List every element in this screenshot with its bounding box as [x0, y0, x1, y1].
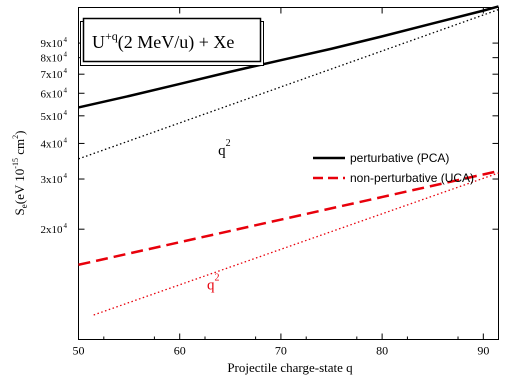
legend-label-pca: perturbative (PCA)	[350, 151, 449, 165]
y-tick-label: 3x10	[41, 174, 64, 186]
x-tick-label: 90	[477, 344, 489, 358]
series-line-0	[78, 5, 499, 109]
y-tick-label-exp: 4	[64, 109, 68, 117]
y-tick-label: 8x10	[41, 53, 64, 65]
y-tick-label-exp: 4	[64, 67, 68, 75]
y-tick-label: 4x10	[41, 138, 64, 150]
y-tick-label: 6x10	[41, 88, 64, 100]
y-axis-title-sub: e	[19, 204, 29, 208]
q2-annotation-1: q2	[207, 272, 220, 293]
legend: perturbative (PCA) non-perturbative (UCA…	[313, 151, 474, 185]
inset-title-sup: +q	[105, 29, 118, 43]
q2-annotation-0: q2	[218, 138, 231, 159]
y-tick-label: 2x10	[41, 224, 64, 236]
y-axis-title-unit-a: (eV 10	[12, 169, 27, 205]
y-axis-title-symbol: S	[12, 208, 27, 215]
inset-title-box: U+q(2 MeV/u) + Xe	[80, 17, 264, 66]
x-tick-label: 50	[73, 344, 85, 358]
legend-label-uca: non-perturbative (UCA)	[350, 171, 474, 185]
y-axis-title-unit-c: )	[12, 131, 27, 135]
y-axis-title: Se(eV 10-15 cm2)	[11, 131, 29, 216]
y-tick-label-exp: 4	[64, 136, 68, 144]
series-layer	[78, 5, 499, 316]
inset-title-suffix: (2 MeV/u) + Xe	[118, 32, 235, 53]
inset-title: U+q(2 MeV/u) + Xe	[92, 29, 234, 53]
y-tick-label-exp: 4	[64, 51, 68, 59]
x-axis-title: Projectile charge-state q	[227, 360, 353, 375]
y-tick-label-exp: 4	[64, 36, 68, 44]
annotations: q2 q2	[207, 138, 231, 294]
series-line-3	[93, 172, 499, 316]
x-tick-label: 70	[275, 344, 287, 358]
x-tick-label: 80	[376, 344, 388, 358]
y-tick-label: 5x10	[41, 111, 64, 123]
y-tick-label-exp: 4	[64, 86, 68, 94]
y-tick-label: 7x10	[41, 69, 64, 81]
x-tick-label: 60	[174, 344, 186, 358]
y-tick-label: 9x10	[41, 38, 64, 50]
y-tick-label-exp: 4	[64, 222, 68, 230]
y-axis-title-unit-b: cm	[12, 139, 27, 158]
y-axis-title-exp-b: 2	[11, 135, 20, 139]
y-tick-label-exp: 4	[64, 172, 68, 180]
y-axis-title-exp-a: -15	[11, 158, 20, 169]
inset-title-prefix: U	[92, 32, 105, 52]
